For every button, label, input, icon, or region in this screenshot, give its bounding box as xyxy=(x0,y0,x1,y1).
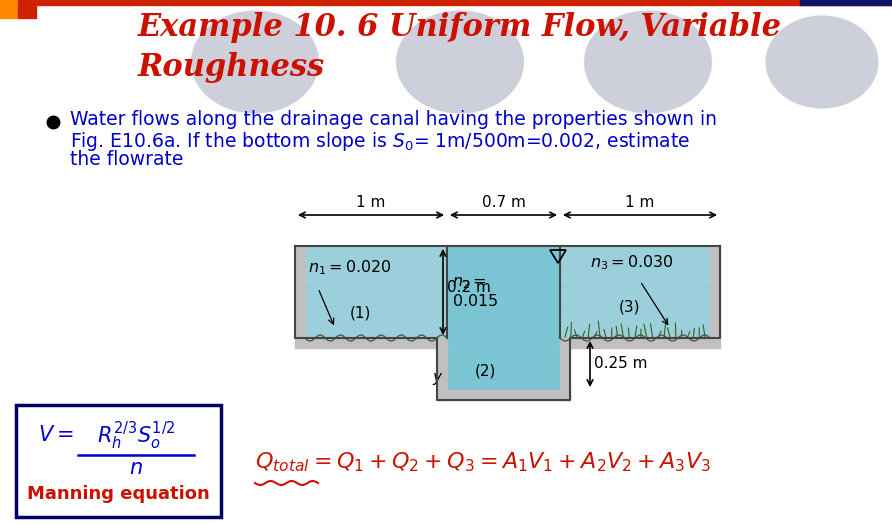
Bar xyxy=(437,390,570,400)
Bar xyxy=(295,246,305,338)
Text: Fig. E10.6a. If the bottom slope is $\mathit{S}_0$= 1m/500m=0.002, estimate: Fig. E10.6a. If the bottom slope is $\ma… xyxy=(70,130,690,153)
Text: Manning equation: Manning equation xyxy=(27,485,210,503)
Text: $n_1 = 0.020$: $n_1 = 0.020$ xyxy=(308,258,392,277)
Bar xyxy=(710,246,720,338)
Polygon shape xyxy=(305,246,447,338)
Bar xyxy=(437,338,447,400)
Text: Roughness: Roughness xyxy=(138,52,325,83)
Text: (3): (3) xyxy=(619,300,640,315)
Text: $V = $: $V = $ xyxy=(38,425,74,445)
Text: $n$: $n$ xyxy=(129,458,143,478)
Bar xyxy=(0,0,892,5)
Text: 1 m: 1 m xyxy=(356,195,385,210)
Text: $n_3 = 0.030$: $n_3 = 0.030$ xyxy=(590,253,674,272)
Bar xyxy=(16,405,221,517)
Bar xyxy=(800,0,892,5)
Polygon shape xyxy=(447,246,560,390)
Bar xyxy=(18,0,36,18)
Bar xyxy=(295,338,447,348)
Ellipse shape xyxy=(190,9,320,115)
Ellipse shape xyxy=(583,9,713,115)
Text: $Q_{total} = Q_1 + Q_2 + Q_3 = A_1V_1 + A_2V_2 + A_3V_3$: $Q_{total} = Q_1 + Q_2 + Q_3 = A_1V_1 + … xyxy=(255,450,711,474)
Text: 0.25 m: 0.25 m xyxy=(594,356,648,372)
Text: $0.015$: $0.015$ xyxy=(452,293,499,309)
Text: (1): (1) xyxy=(350,305,371,320)
Text: Example 10. 6 Uniform Flow, Variable: Example 10. 6 Uniform Flow, Variable xyxy=(138,12,782,43)
Text: y: y xyxy=(433,370,442,385)
Text: $n_2 =$: $n_2 =$ xyxy=(452,275,486,291)
Ellipse shape xyxy=(764,15,880,110)
Bar xyxy=(560,338,720,348)
Text: 1 m: 1 m xyxy=(625,195,655,210)
Text: Water flows along the drainage canal having the properties shown in: Water flows along the drainage canal hav… xyxy=(70,110,717,129)
Text: 0.2 m: 0.2 m xyxy=(447,280,491,296)
Text: $R_h^{2/3}S_o^{1/2}$: $R_h^{2/3}S_o^{1/2}$ xyxy=(96,420,175,452)
Text: (2): (2) xyxy=(475,363,496,378)
Polygon shape xyxy=(560,246,710,338)
Text: the flowrate: the flowrate xyxy=(70,150,184,169)
Ellipse shape xyxy=(395,9,525,115)
Bar xyxy=(0,0,18,18)
Text: 0.7 m: 0.7 m xyxy=(482,195,525,210)
Bar xyxy=(560,338,570,400)
